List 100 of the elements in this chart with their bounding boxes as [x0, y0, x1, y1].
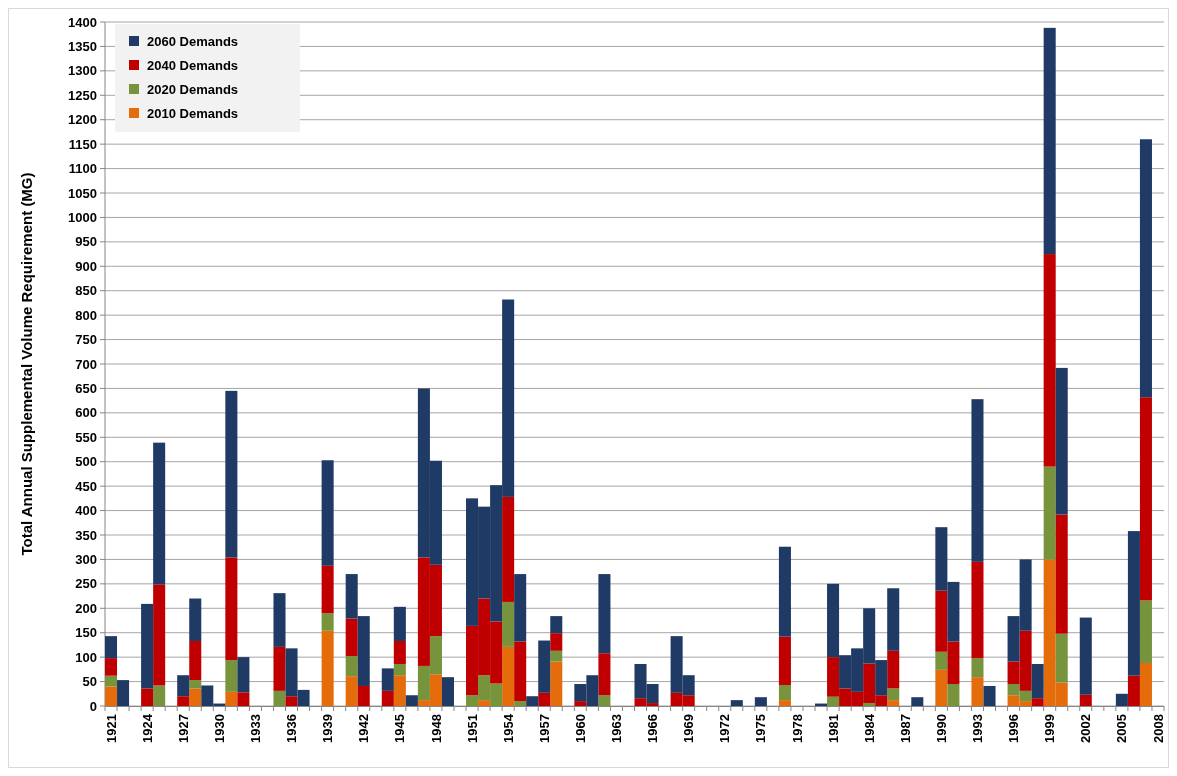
x-tick-label: 1933: [247, 714, 263, 743]
x-tick-label: 1951: [464, 714, 480, 743]
bar: [117, 680, 130, 706]
bar: [177, 675, 190, 697]
bar: [153, 442, 166, 585]
y-tick-label: 1400: [68, 14, 97, 30]
bar: [1127, 531, 1140, 676]
x-tick-label: 2002: [1078, 714, 1094, 743]
y-tick-label: 650: [75, 380, 97, 396]
bar: [971, 658, 984, 678]
y-tick-label: 700: [75, 356, 97, 372]
x-tick-label: 1957: [536, 714, 552, 743]
bar: [321, 613, 334, 631]
bar: [357, 685, 370, 706]
y-tick-label: 50: [82, 674, 97, 690]
bar: [105, 636, 118, 659]
bar: [1127, 675, 1140, 706]
x-tick-label: 1984: [861, 713, 877, 743]
bar: [971, 677, 984, 706]
x-tick-label: 1981: [825, 714, 841, 743]
y-tick-label: 1150: [68, 136, 97, 152]
bar: [153, 685, 166, 706]
bar: [1043, 27, 1056, 255]
x-tick-label: 1972: [717, 714, 733, 743]
y-tick-label: 1300: [68, 63, 97, 79]
bar: [405, 695, 418, 706]
x-tick-label: 1921: [103, 714, 119, 743]
x-tick-label: 1999: [1042, 714, 1058, 743]
bar: [598, 574, 611, 654]
bar: [1031, 663, 1044, 699]
x-tick-label: 1936: [284, 714, 300, 743]
y-tick-label: 100: [75, 649, 97, 665]
x-tick-label: 1960: [572, 714, 588, 743]
x-tick-label: 1978: [789, 714, 805, 743]
bar: [321, 460, 334, 566]
y-tick-label: 1000: [68, 209, 97, 225]
bar: [273, 593, 286, 647]
bar: [502, 646, 515, 706]
bar: [1055, 514, 1068, 634]
y-tick-label: 400: [75, 503, 97, 519]
bar: [778, 684, 791, 701]
bar: [947, 684, 960, 706]
x-tick-label: 1939: [320, 714, 336, 743]
bar: [345, 618, 358, 657]
bar: [911, 697, 924, 706]
bar: [189, 641, 202, 681]
legend-label: 2060 Demands: [147, 33, 239, 49]
x-tick-label: 2008: [1150, 714, 1166, 743]
bar: [225, 660, 238, 692]
x-tick-label: 1996: [1006, 714, 1022, 743]
x-tick-label: 1993: [970, 714, 986, 743]
bar: [538, 692, 551, 706]
bar: [514, 574, 527, 642]
bar: [177, 696, 190, 706]
y-tick-label: 1350: [68, 38, 97, 54]
bar: [273, 690, 286, 706]
bar: [538, 640, 551, 693]
bar: [754, 697, 767, 706]
bar: [502, 601, 515, 647]
bar: [1079, 617, 1092, 695]
x-tick-label: 2005: [1114, 714, 1130, 743]
x-tick-label: 1975: [753, 714, 769, 743]
bar: [345, 656, 358, 677]
legend-label: 2010 Demands: [147, 105, 239, 121]
y-tick-label: 950: [75, 234, 97, 250]
y-tick-label: 450: [75, 478, 97, 494]
bar: [285, 696, 298, 706]
bar: [393, 641, 406, 664]
bar: [935, 669, 948, 706]
bar: [550, 661, 563, 706]
bar: [1043, 254, 1056, 467]
y-tick-label: 150: [75, 625, 97, 641]
x-tick-label: 1927: [175, 714, 191, 743]
bar: [141, 688, 154, 706]
bar: [237, 692, 250, 706]
bar: [514, 641, 527, 702]
y-tick-label: 550: [75, 429, 97, 445]
bar: [1139, 139, 1152, 398]
bar: [153, 584, 166, 686]
y-tick-label: 1250: [68, 87, 97, 103]
bar: [225, 557, 238, 661]
x-tick-label: 1966: [645, 714, 661, 743]
bar: [778, 700, 791, 706]
bar: [1031, 698, 1044, 706]
bar: [225, 691, 238, 706]
bar: [730, 700, 743, 706]
x-tick-label: 1942: [356, 714, 372, 743]
y-tick-label: 350: [75, 527, 97, 543]
bar: [935, 651, 948, 670]
x-tick-label: 1969: [681, 714, 697, 743]
bar: [887, 700, 900, 706]
bar: [778, 546, 791, 637]
bar: [1055, 367, 1068, 515]
bar: [1139, 663, 1152, 706]
bar: [598, 653, 611, 696]
legend-label: 2020 Demands: [147, 81, 239, 97]
x-tick-label: 1924: [139, 713, 155, 743]
bar: [1115, 693, 1128, 706]
y-tick-label: 250: [75, 576, 97, 592]
y-tick-label: 850: [75, 283, 97, 299]
